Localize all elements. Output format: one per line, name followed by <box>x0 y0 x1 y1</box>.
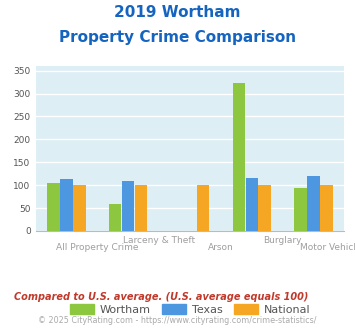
Bar <box>320 185 333 231</box>
Text: Property Crime Comparison: Property Crime Comparison <box>59 30 296 45</box>
Bar <box>246 178 258 231</box>
Bar <box>109 204 121 231</box>
Text: Larceny & Theft: Larceny & Theft <box>123 236 195 245</box>
Text: 2019 Wortham: 2019 Wortham <box>114 5 241 20</box>
Bar <box>60 179 72 231</box>
Text: Arson: Arson <box>208 243 234 251</box>
Bar <box>135 185 147 231</box>
Legend: Wortham, Texas, National: Wortham, Texas, National <box>65 299 315 319</box>
Bar <box>197 185 209 231</box>
Text: Motor Vehicle Theft: Motor Vehicle Theft <box>300 243 355 251</box>
Bar <box>233 83 245 231</box>
Text: © 2025 CityRating.com - https://www.cityrating.com/crime-statistics/: © 2025 CityRating.com - https://www.city… <box>38 316 317 325</box>
Bar <box>73 185 86 231</box>
Bar <box>307 176 320 231</box>
Text: Burglary: Burglary <box>263 236 302 245</box>
Text: All Property Crime: All Property Crime <box>56 243 138 251</box>
Bar <box>258 185 271 231</box>
Bar <box>122 181 134 231</box>
Text: Compared to U.S. average. (U.S. average equals 100): Compared to U.S. average. (U.S. average … <box>14 292 308 302</box>
Bar <box>294 188 307 231</box>
Bar <box>47 183 60 231</box>
